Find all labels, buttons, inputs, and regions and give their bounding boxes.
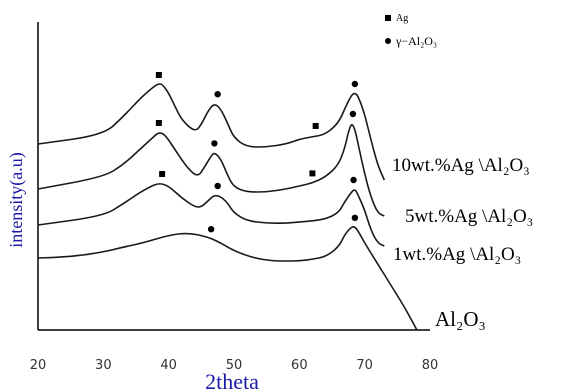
x-axis-label: 2theta (205, 369, 259, 392)
legend-label-ag: Ag (396, 13, 408, 24)
ag-peak-marker (312, 123, 319, 129)
series-label-1wt: 1wt.%Ag \Al₂O₃ (393, 244, 521, 265)
x-tick-label: 80 (422, 358, 439, 373)
y-axis-label: intensity(a.u) (6, 152, 27, 247)
legend-square-marker (385, 15, 391, 21)
x-tick-label: 40 (160, 358, 177, 373)
al2o3-peak-marker (351, 214, 359, 221)
axes (37, 22, 430, 331)
al2o3-peak-marker (350, 176, 357, 184)
series-line (37, 124, 385, 217)
x-tick-label: 50 (226, 358, 243, 373)
series-line (37, 83, 386, 181)
peak-markers (155, 72, 359, 233)
legend: Ag γ−Al₂O₃ (385, 13, 437, 48)
legend-circle-marker (385, 38, 391, 44)
x-tick-label: 30 (95, 358, 112, 373)
al2o3-peak-marker (211, 140, 218, 147)
x-tick-label: 60 (291, 358, 308, 373)
series-labels: 10wt.%Ag \Al₂O₃ 5wt.%Ag \Al₂O₃ 1wt.%Ag \… (392, 155, 533, 331)
ag-peak-marker (155, 72, 162, 78)
x-tick-label: 20 (30, 358, 47, 373)
al2o3-peak-marker (351, 80, 359, 88)
series-line (37, 183, 385, 247)
series-label-5wt: 5wt.%Ag \Al₂O₃ (405, 206, 533, 227)
series-line (37, 226, 418, 331)
al2o3-peak-marker (349, 110, 357, 118)
ag-peak-marker (309, 170, 316, 177)
al2o3-peak-marker (214, 91, 221, 98)
x-tick-label: 70 (356, 358, 373, 373)
legend-label-al2o3: γ−Al₂O₃ (395, 34, 437, 48)
ag-peak-marker (155, 120, 162, 126)
al2o3-peak-marker (214, 182, 221, 190)
x-tick-labels: 20 30 40 50 60 70 80 (30, 358, 439, 373)
ag-peak-marker (159, 171, 166, 177)
series-lines (37, 83, 418, 331)
series-label-al2o3: Al₂O₃ (435, 307, 486, 331)
al2o3-peak-marker (207, 226, 215, 233)
series-label-10wt: 10wt.%Ag \Al₂O₃ (392, 155, 530, 176)
